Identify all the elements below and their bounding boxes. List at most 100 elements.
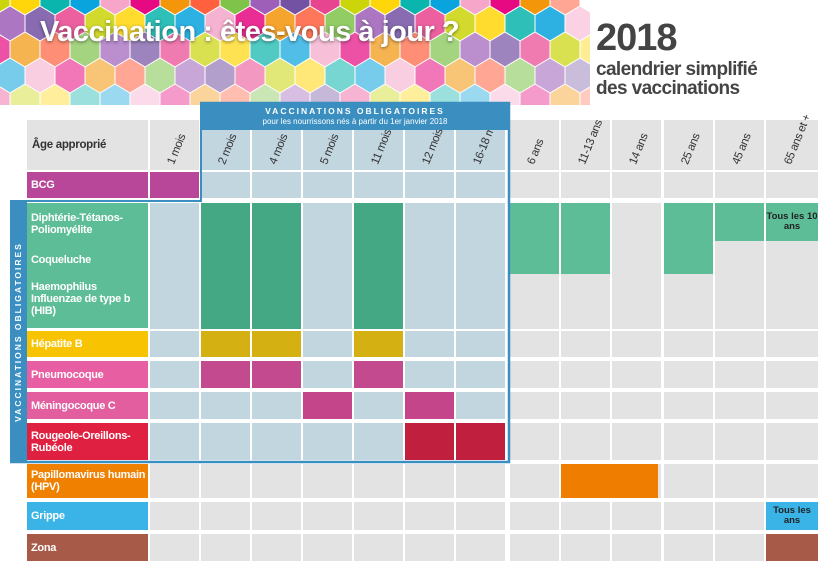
column-header: 65 ans et +	[766, 113, 818, 170]
vaccine-cell	[715, 203, 764, 241]
vaccine-cell	[303, 392, 352, 419]
cell	[766, 172, 818, 198]
column-label: 45 ans	[729, 131, 754, 167]
hexagon	[579, 34, 590, 65]
cell	[664, 392, 713, 419]
cell	[561, 423, 610, 460]
cell	[201, 502, 250, 530]
cell	[405, 203, 454, 329]
row-label: Diphtérie-Tétanos-Poliomyélite	[27, 203, 148, 244]
cell	[405, 361, 454, 388]
cell	[252, 423, 301, 460]
vaccine-cell	[561, 464, 610, 498]
cell	[612, 203, 661, 329]
column-header: 45 ans	[715, 120, 764, 170]
banner-title: VACCINATIONS OBLIGATOIRES	[265, 106, 445, 116]
cell	[303, 203, 352, 329]
vaccine-cell	[354, 203, 403, 329]
vaccine-cell	[252, 361, 301, 388]
cell	[252, 392, 301, 419]
cell	[303, 464, 352, 498]
column-header: 11-13 ans	[561, 118, 610, 170]
vaccine-cell	[456, 423, 505, 460]
hexagon	[429, 83, 461, 105]
cell	[150, 464, 199, 498]
cell	[354, 172, 403, 198]
hexagon	[369, 83, 401, 105]
vaccine-cell	[150, 172, 199, 198]
cell	[201, 172, 250, 198]
cell	[510, 423, 559, 460]
hexagon	[549, 83, 581, 105]
cell	[664, 172, 713, 198]
cell	[612, 172, 661, 198]
hexagon	[564, 57, 590, 94]
cell	[510, 534, 559, 561]
cell	[715, 502, 764, 530]
row-label: Papillomavirus humain (HPV)	[27, 464, 148, 498]
subtitle-1: calendrier simplifié	[596, 59, 758, 80]
column-label: 1 mois	[164, 132, 188, 167]
column-label: 25 ans	[678, 131, 703, 167]
cell	[664, 361, 713, 388]
cell	[612, 423, 661, 460]
cell	[150, 534, 199, 561]
column-label: 11 mois	[368, 127, 394, 167]
cell	[510, 464, 559, 498]
cell	[664, 423, 713, 460]
column-label: 14 ans	[626, 131, 651, 167]
column-label: 5 mois	[317, 132, 341, 167]
vaccine-cell	[201, 203, 250, 329]
vaccine-cell	[405, 392, 454, 419]
cell	[405, 464, 454, 498]
cell	[612, 392, 661, 419]
cell	[150, 331, 199, 357]
cell	[303, 172, 352, 198]
cell	[561, 392, 610, 419]
hexagon	[579, 86, 590, 105]
row-label: BCG	[27, 172, 148, 198]
cell	[405, 331, 454, 357]
cell	[664, 534, 713, 561]
hexagon	[0, 0, 11, 13]
cell	[715, 331, 764, 357]
cell	[510, 502, 559, 530]
hexagon	[279, 83, 311, 105]
vaccine-cell	[252, 203, 301, 329]
cell	[715, 534, 764, 561]
row-label: Zona	[27, 534, 148, 561]
side-label: VACCINATIONS OBLIGATOIRES	[13, 242, 23, 422]
cell	[201, 534, 250, 561]
cell	[354, 392, 403, 419]
cell	[456, 392, 505, 419]
header-decoration	[0, 0, 590, 105]
hexagon	[99, 83, 131, 105]
cell	[303, 502, 352, 530]
cell	[715, 464, 764, 498]
subtitle-2: des vaccinations	[596, 78, 740, 99]
row-label: Pneumocoque	[27, 361, 148, 388]
cell	[456, 534, 505, 561]
cell	[354, 534, 403, 561]
column-label: 4 mois	[266, 132, 290, 167]
cell	[612, 534, 661, 561]
cell	[561, 361, 610, 388]
cell	[510, 331, 559, 357]
cell	[354, 464, 403, 498]
cell	[303, 361, 352, 388]
cell	[715, 361, 764, 388]
cell	[405, 172, 454, 198]
column-header: 1 mois	[150, 120, 199, 170]
hexagon	[309, 83, 341, 105]
cell	[150, 361, 199, 388]
cell	[612, 331, 661, 357]
vaccine-cell	[510, 203, 559, 274]
cell	[664, 331, 713, 357]
cell	[252, 464, 301, 498]
title: Vaccination : êtes-vous à jour ?	[40, 16, 460, 48]
column-label: 11-13 ans	[575, 118, 605, 167]
cell	[150, 392, 199, 419]
cell	[303, 534, 352, 561]
